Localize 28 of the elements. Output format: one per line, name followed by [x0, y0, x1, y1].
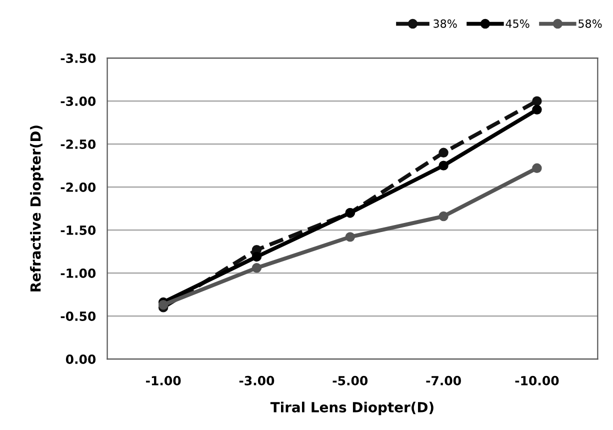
point	[532, 104, 542, 115]
y-tick-label: -0.50	[60, 312, 96, 321]
point	[438, 211, 448, 222]
x-axis-title: Tiral Lens Diopter(D)	[270, 402, 434, 416]
point	[158, 300, 168, 310]
legend-label: 58%	[578, 19, 602, 28]
x-tick-label: -7.00	[426, 376, 461, 386]
y-axis-title: Refractive Diopter(D)	[30, 126, 44, 292]
point	[252, 263, 262, 273]
point	[345, 232, 355, 242]
point	[438, 148, 448, 158]
point	[438, 160, 448, 170]
point	[532, 96, 542, 106]
y-tick-label: 0.00	[66, 354, 96, 364]
x-tick-label: -10.00	[515, 376, 559, 386]
y-tick-label: -2.50	[60, 140, 96, 149]
legend-label: 45%	[506, 19, 530, 28]
legend-label: 38%	[434, 19, 457, 28]
point	[252, 252, 262, 262]
y-tick-label: -2.00	[60, 182, 96, 192]
y-tick-label: -3.50	[60, 54, 96, 63]
x-tick-label: -3.00	[239, 376, 274, 386]
x-tick-label: -1.00	[146, 376, 181, 386]
x-tick-label: -5.00	[332, 376, 368, 386]
y-tick-label: -1.50	[60, 226, 96, 235]
y-tick-label: -3.00	[60, 96, 96, 106]
point	[532, 163, 542, 173]
y-tick-label: -1.00	[60, 268, 96, 278]
